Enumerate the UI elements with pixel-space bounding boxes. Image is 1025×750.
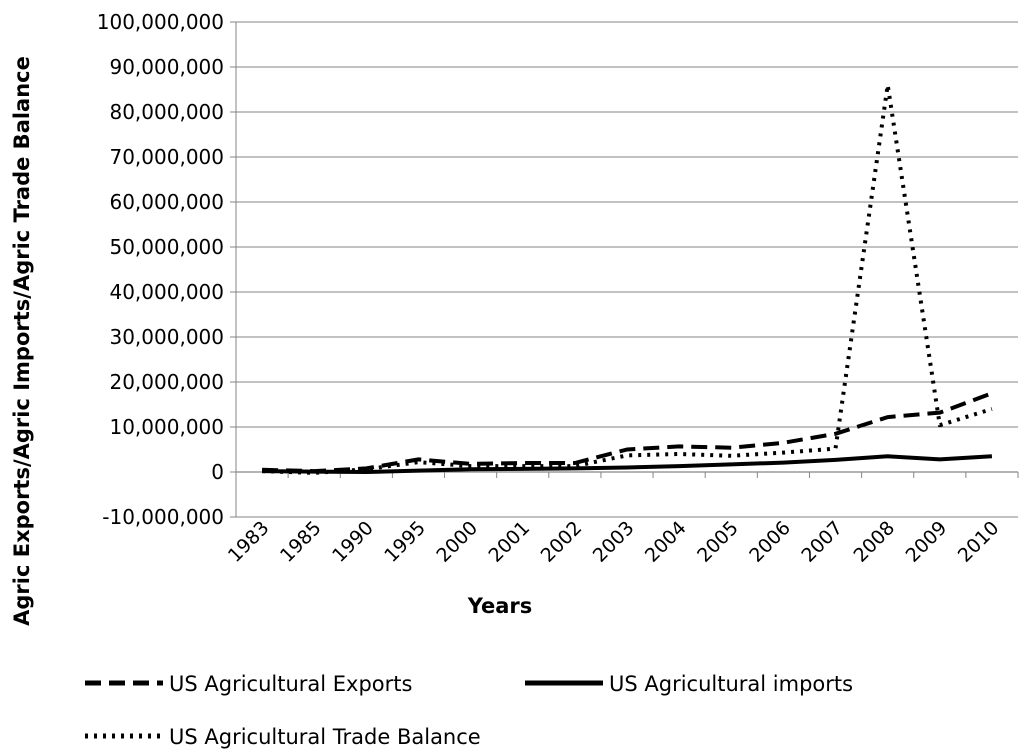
- x-tick-label: 2007: [797, 517, 847, 567]
- x-tick-label: 2001: [485, 517, 535, 567]
- legend: US Agricultural Exports US Agricultural i…: [85, 672, 853, 749]
- y-tick-label: 30,000,000: [109, 325, 224, 349]
- x-tick-label: 2009: [902, 517, 952, 567]
- x-tick-label: 2002: [537, 517, 587, 567]
- x-tick-label: 1985: [276, 517, 326, 567]
- x-tick-label: 2000: [432, 517, 482, 567]
- y-tick-label: 40,000,000: [109, 280, 224, 304]
- x-axis-title: Years: [467, 594, 533, 618]
- legend-label: US Agricultural imports: [609, 672, 853, 696]
- x-tick-label: 1990: [328, 517, 378, 567]
- x-tick-label: 2004: [641, 517, 691, 567]
- y-tick-label: -10,000,000: [102, 505, 224, 529]
- x-tick-label: 2010: [954, 517, 1004, 567]
- y-tick-labels: -10,000,000 0 10,000,000 20,000,000 30,000,0…: [97, 10, 224, 529]
- y-tick-label: 20,000,000: [109, 370, 224, 394]
- series-lines: [262, 83, 993, 475]
- y-axis-title: Agric Exports/Agric Imports/Agric Trade …: [10, 56, 34, 626]
- y-tick-label: 90,000,000: [109, 55, 224, 79]
- y-tick-label: 70,000,000: [109, 145, 224, 169]
- series-line: [262, 454, 993, 474]
- x-tick-labels: 1983 1985 1990 1995 2000 2001 2002 2003 2004 2005…: [224, 517, 1004, 567]
- y-tick-label: 100,000,000: [97, 10, 224, 34]
- y-tick-label: 60,000,000: [109, 190, 224, 214]
- y-tick-label: 0: [211, 460, 224, 484]
- axes: [230, 21, 1019, 518]
- x-tick-label: 2003: [589, 517, 639, 567]
- x-tick-label: 1995: [380, 517, 430, 567]
- series-line: [262, 391, 993, 474]
- y-tick-label: 50,000,000: [109, 235, 224, 259]
- gridlines: [236, 21, 1018, 518]
- x-tick-label: 2005: [693, 517, 743, 567]
- x-tick-label: 2008: [849, 517, 899, 567]
- y-tick-label: 10,000,000: [109, 415, 224, 439]
- x-tick-label: 1983: [224, 517, 274, 567]
- legend-label: US Agricultural Trade Balance: [169, 725, 481, 749]
- y-tick-label: 80,000,000: [109, 100, 224, 124]
- x-tick-label: 2006: [745, 517, 795, 567]
- legend-label: US Agricultural Exports: [169, 672, 412, 696]
- series-line: [262, 83, 993, 475]
